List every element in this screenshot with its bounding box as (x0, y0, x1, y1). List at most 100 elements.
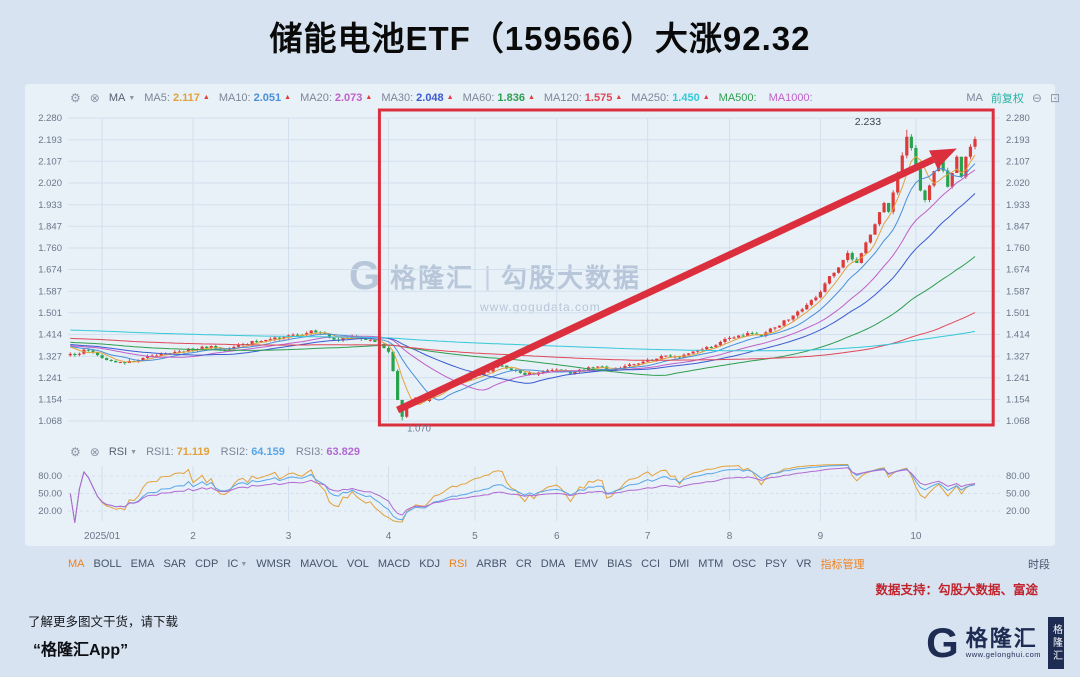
indicator-tabbar: MA BOLL EMA SAR CDP IC ▼ WMSR MAVOL VOL MACD KDJ RSI… (68, 556, 1050, 572)
time-period-button[interactable]: 时段 (1028, 559, 1050, 571)
indicator-tab-IC[interactable]: IC ▼ (227, 558, 248, 570)
indicator-tab-MA[interactable]: MA (68, 558, 85, 570)
rsi-readout: RSI3: 63.829 (295, 446, 361, 458)
indicator-tab-EMA[interactable]: EMA (130, 558, 155, 570)
indicator-tab-MTM[interactable]: MTM (698, 558, 724, 570)
up-triangle-icon: ▲ (615, 93, 623, 101)
ma-readout: MA20: 2.073 ▲ (300, 92, 373, 104)
up-triangle-icon: ▲ (284, 93, 292, 101)
indicator-tab-CDP[interactable]: CDP (195, 558, 219, 570)
price-axis-label: 1.847 (1006, 221, 1030, 232)
rsi-line-6 (69, 464, 976, 523)
rsi-line-24 (69, 467, 976, 523)
price-axis-label: 2.193 (38, 135, 62, 146)
indicator-tab-ARBR[interactable]: ARBR (476, 558, 507, 570)
indicator-tab-VOL[interactable]: VOL (346, 558, 369, 570)
settings-gear-icon[interactable]: ⚙ (70, 91, 81, 105)
rsi-axis-label: 50.00 (1006, 489, 1030, 500)
trend-arrow-shaft (396, 156, 935, 414)
indicator-tab-RSI[interactable]: RSI (449, 558, 468, 570)
price-axis-label: 1.241 (1006, 373, 1030, 384)
rsi-chart[interactable]: 80.00 80.00 50.00 50.00 20.00 20.00 (0, 461, 1080, 533)
price-axis-label: 2.020 (38, 178, 62, 189)
up-triangle-icon: ▲ (365, 93, 373, 101)
x-axis-month-label: 2025/01 (84, 531, 121, 542)
collapse-icon[interactable]: ⊖ (1031, 91, 1042, 105)
rsi-axis-label: 20.00 (1006, 506, 1030, 517)
indicator-tab-BOLL[interactable]: BOLL (93, 558, 122, 570)
ma-indicator-dropdown[interactable]: MA ▼ (109, 92, 135, 104)
rsi-dropdown-label: RSI (108, 446, 128, 458)
price-axis-label: 1.414 (1006, 330, 1030, 341)
close-icon[interactable]: ⊗ (89, 445, 100, 459)
indicator-tab-SAR[interactable]: SAR (163, 558, 187, 570)
price-axis-label: 1.068 (1006, 416, 1030, 427)
indicator-tab-指标管理[interactable]: 指标管理 (820, 559, 865, 571)
rsi-axis-label: 80.00 (1006, 471, 1030, 482)
x-axis-month-label: 7 (644, 531, 651, 542)
price-axis-label: 2.280 (1006, 113, 1030, 124)
settings-gear-icon[interactable]: ⚙ (70, 445, 81, 459)
indicator-tab-DMI[interactable]: DMI (669, 558, 690, 570)
price-axis-label: 1.933 (1006, 200, 1030, 211)
overlay-name-label: MA (966, 92, 983, 104)
rsi-indicator-dropdown[interactable]: RSI ▼ (109, 446, 137, 458)
price-axis-label: 1.501 (38, 308, 62, 319)
price-axis-label: 1.327 (1006, 351, 1030, 362)
price-axis-label: 1.414 (38, 330, 62, 341)
high-price-label: 2.233 (855, 116, 881, 128)
price-axis-label: 1.933 (38, 200, 62, 211)
chevron-down-icon: ▼ (130, 448, 138, 456)
ma-readout: MA5: 2.117 ▲ (144, 92, 210, 104)
x-axis-month-label: 2 (190, 531, 196, 542)
x-axis-month-label: 5 (472, 531, 478, 542)
candlestick-chart[interactable]: 2.280 2.280 2.193 2.193 2.107 2.107 2.020 2.020… (0, 106, 1080, 446)
price-axis-label: 1.241 (38, 373, 62, 384)
logo-name: 格隆汇 (965, 626, 1038, 652)
rsi-axis-label: 50.00 (38, 489, 62, 500)
logo-vertical-banner: 格隆汇 (1048, 617, 1064, 669)
x-axis-month-label: 3 (285, 531, 292, 542)
x-axis-month-label: 9 (817, 531, 824, 542)
ma-readout: MA120: 1.575 ▲ (543, 92, 623, 104)
indicator-tab-MAVOL[interactable]: MAVOL (300, 558, 338, 570)
price-axis-label: 2.020 (1006, 178, 1030, 189)
up-triangle-icon: ▲ (446, 93, 454, 101)
indicator-tab-OSC[interactable]: OSC (732, 558, 757, 570)
logo-g-mark: G (926, 619, 959, 666)
ma-line-5 (70, 154, 976, 405)
indicator-tab-DMA[interactable]: DMA (540, 558, 566, 570)
x-axis-month-label: 6 (553, 531, 560, 542)
trend-arrow-head (929, 148, 957, 169)
indicator-tab-VR[interactable]: VR (796, 558, 812, 570)
up-triangle-icon: ▲ (702, 93, 710, 101)
rsi-readout: RSI2: 64.159 (220, 446, 285, 458)
main-chart-toolbar: ⚙ ⊗ MA ▼ MA5: 2.117 ▲ MA10: 2.051 ▲ MA20: 2.073… (70, 90, 1060, 106)
expand-icon[interactable]: ⊡ (1049, 91, 1060, 105)
ma-dropdown-label: MA (108, 92, 126, 104)
indicator-tab-BIAS[interactable]: BIAS (607, 558, 633, 570)
indicator-tab-WMSR[interactable]: WMSR (256, 558, 292, 570)
adjust-mode-button[interactable]: 前复权 (990, 93, 1024, 105)
close-icon[interactable]: ⊗ (89, 91, 100, 105)
chevron-down-icon: ▼ (240, 560, 248, 568)
highlight-box-annotation (377, 108, 995, 427)
rsi-line-12 (69, 464, 976, 523)
price-axis-label: 1.501 (1006, 308, 1030, 319)
ma-line-60 (70, 256, 976, 376)
indicator-tab-CCI[interactable]: CCI (641, 558, 661, 570)
indicator-tab-MACD[interactable]: MACD (377, 558, 411, 570)
logo-url: www.gelonghui.com (965, 650, 1041, 660)
indicator-tab-PSY[interactable]: PSY (765, 558, 788, 570)
ma-line-120 (70, 312, 976, 361)
indicator-tab-KDJ[interactable]: KDJ (419, 558, 440, 570)
indicator-tab-EMV[interactable]: EMV (574, 558, 599, 570)
price-axis-label: 1.847 (38, 221, 62, 232)
indicator-tab-CR[interactable]: CR (515, 558, 532, 570)
ma-line-30 (70, 193, 976, 384)
price-axis-label: 1.154 (38, 395, 62, 406)
low-price-label: 1.070 (407, 424, 431, 435)
x-axis-month-label: 8 (726, 531, 733, 542)
ma-readout: MA500: (718, 92, 757, 104)
